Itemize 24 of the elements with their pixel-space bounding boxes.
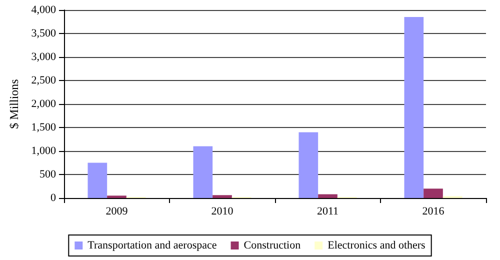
- bar: [88, 162, 108, 198]
- y-tick-label: 1,500: [31, 122, 56, 134]
- bar: [212, 195, 232, 198]
- legend-label: Transportation and aerospace: [88, 240, 217, 252]
- y-tick-label: 2,500: [31, 74, 56, 86]
- legend-label: Construction: [244, 240, 302, 252]
- y-tick-label: 2,000: [31, 98, 56, 110]
- y-tick-label: 0: [50, 192, 56, 204]
- y-tick-label: 500: [40, 168, 56, 180]
- bar: [193, 146, 213, 198]
- bar: [424, 188, 443, 198]
- bar: [404, 17, 424, 198]
- x-tick-label: 2009: [106, 206, 128, 218]
- y-tick-label: 3,500: [31, 28, 56, 40]
- y-tick-label: 4,000: [31, 4, 56, 16]
- bar: [298, 132, 318, 198]
- y-tick-label: 1,000: [31, 145, 56, 157]
- x-tick-label: 2016: [422, 206, 445, 218]
- bar: [318, 194, 338, 198]
- x-tick-label: 2011: [316, 206, 339, 218]
- legend-label: Electronics and others: [328, 240, 426, 252]
- y-tick-label: 3,000: [31, 51, 56, 63]
- x-tick-label: 2010: [211, 206, 234, 218]
- y-axis-title: $ Millions: [7, 78, 21, 129]
